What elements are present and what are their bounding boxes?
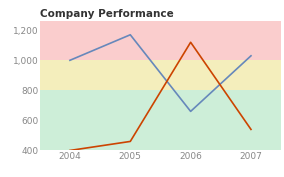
Bar — [40, 60, 281, 90]
Bar — [40, 90, 281, 150]
Text: Company Performance: Company Performance — [40, 9, 174, 19]
Bar — [40, 21, 281, 60]
